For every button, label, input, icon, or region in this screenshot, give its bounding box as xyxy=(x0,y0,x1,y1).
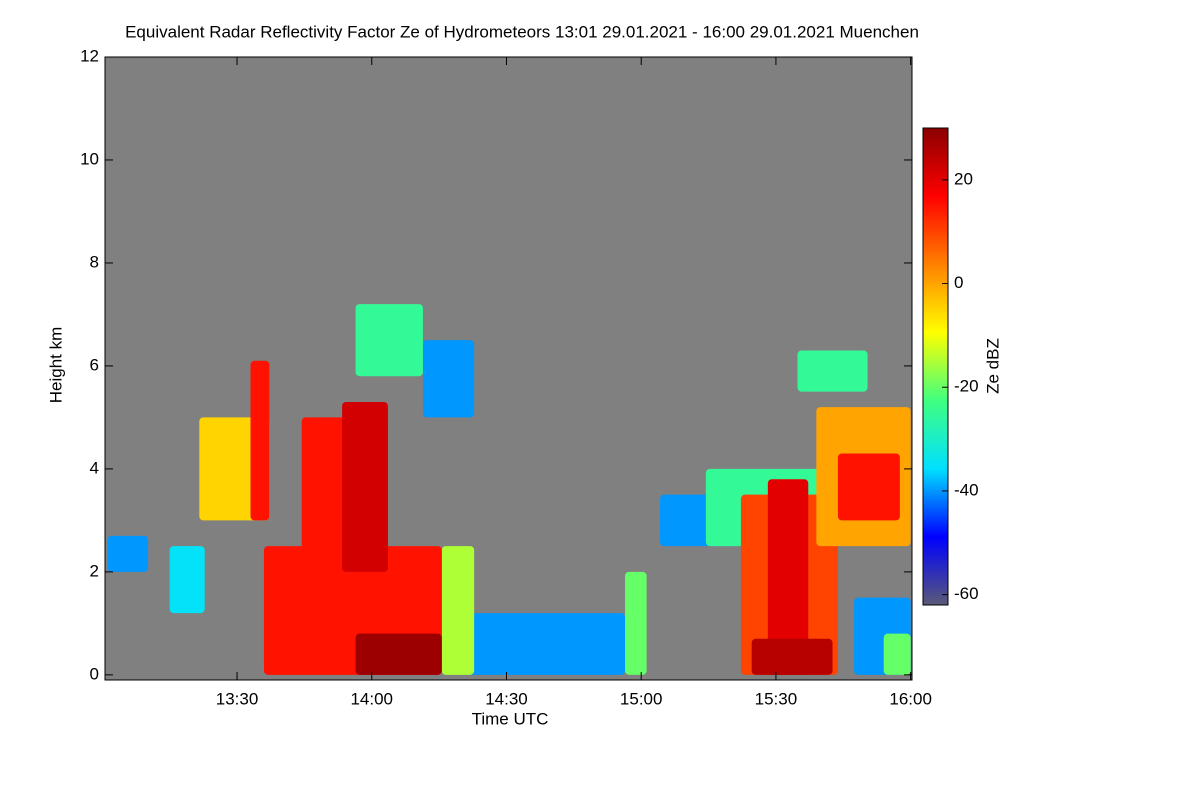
colorbar-tick-label: 20 xyxy=(954,169,973,188)
echo-cell xyxy=(625,571,647,675)
echo-cell xyxy=(463,613,626,675)
x-tick-label: 15:00 xyxy=(620,689,663,708)
echo-cell xyxy=(107,535,149,572)
chart-title: Equivalent Radar Reflectivity Factor Ze … xyxy=(125,22,919,41)
colorbar-tick-label: -60 xyxy=(954,584,979,603)
y-tick-label: 0 xyxy=(90,664,99,683)
colorbar xyxy=(922,127,949,606)
y-tick-label: 2 xyxy=(90,561,99,580)
y-tick-label: 12 xyxy=(80,46,99,65)
echo-cell xyxy=(169,546,205,614)
y-tick-label: 8 xyxy=(90,252,99,271)
x-tick-label: 14:30 xyxy=(485,689,528,708)
colorbar-label: Ze dBZ xyxy=(983,338,1002,394)
y-axis-label: Height km xyxy=(46,327,65,404)
echo-cell xyxy=(342,401,388,572)
colorbar-tick-label: -20 xyxy=(954,377,979,396)
x-tick-label: 13:30 xyxy=(216,689,259,708)
echo-cell xyxy=(751,638,833,675)
echo-cell xyxy=(355,304,423,377)
echo-cell xyxy=(883,633,911,675)
x-tick-label: 15:30 xyxy=(755,689,798,708)
echo-cell xyxy=(250,360,270,521)
y-tick-label: 10 xyxy=(80,149,99,168)
colorbar-tick-label: 0 xyxy=(954,273,963,292)
x-axis-label: Time UTC xyxy=(472,709,549,728)
x-tick-label: 14:00 xyxy=(350,689,393,708)
echo-cell xyxy=(355,633,442,675)
echo-cell xyxy=(441,546,475,675)
y-tick-label: 4 xyxy=(90,458,99,477)
echo-cell xyxy=(797,350,868,392)
echo-cell xyxy=(422,340,475,418)
plot-frame xyxy=(104,56,913,681)
echo-cell xyxy=(767,479,809,675)
echo-cell xyxy=(837,453,900,521)
colorbar-tick-label: -40 xyxy=(954,480,979,499)
y-tick-label: 6 xyxy=(90,355,99,374)
x-tick-label: 16:00 xyxy=(889,689,932,708)
